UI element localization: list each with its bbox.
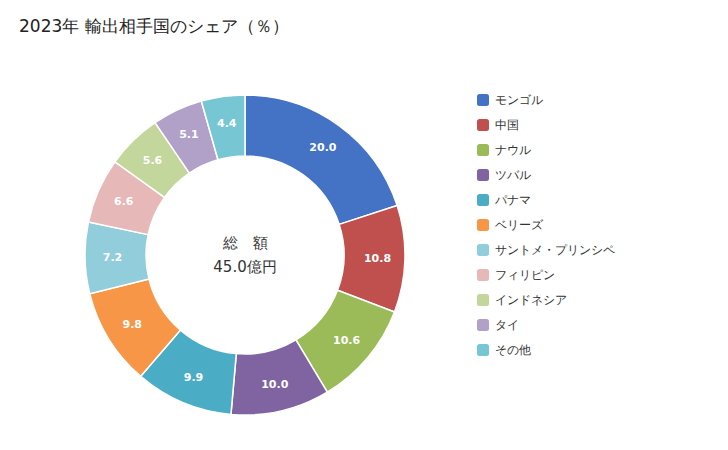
svg-text:サントメ・プリンシペ: サントメ・プリンシペ — [495, 243, 615, 257]
svg-text:7.2: 7.2 — [103, 251, 123, 264]
svg-text:パナマ: パナマ — [494, 193, 531, 207]
svg-text:ナウル: ナウル — [495, 143, 531, 157]
svg-text:10.6: 10.6 — [333, 334, 360, 347]
svg-text:5.6: 5.6 — [143, 154, 163, 167]
svg-text:フィリピン: フィリピン — [495, 268, 555, 282]
svg-text:45.0億円: 45.0億円 — [213, 258, 276, 276]
svg-text:4.4: 4.4 — [217, 117, 237, 130]
svg-text:6.6: 6.6 — [114, 195, 134, 208]
svg-text:タイ: タイ — [495, 318, 519, 332]
svg-text:その他: その他 — [495, 343, 531, 357]
svg-text:5.1: 5.1 — [179, 128, 199, 141]
svg-text:2023年 輸出相手国のシェア（％）: 2023年 輸出相手国のシェア（％） — [19, 16, 289, 36]
svg-text:ベリーズ: ベリーズ — [495, 218, 544, 232]
svg-text:インドネシア: インドネシア — [495, 293, 567, 307]
svg-text:9.8: 9.8 — [122, 318, 142, 331]
svg-text:20.0: 20.0 — [309, 141, 336, 154]
svg-text:総 額: 総 額 — [222, 234, 268, 252]
svg-text:ツバル: ツバル — [495, 168, 531, 182]
svg-text:10.0: 10.0 — [261, 378, 288, 391]
svg-text:モンゴル: モンゴル — [495, 93, 543, 107]
svg-text:10.8: 10.8 — [364, 252, 391, 265]
svg-text:9.9: 9.9 — [184, 371, 204, 384]
svg-text:中国: 中国 — [495, 118, 519, 132]
